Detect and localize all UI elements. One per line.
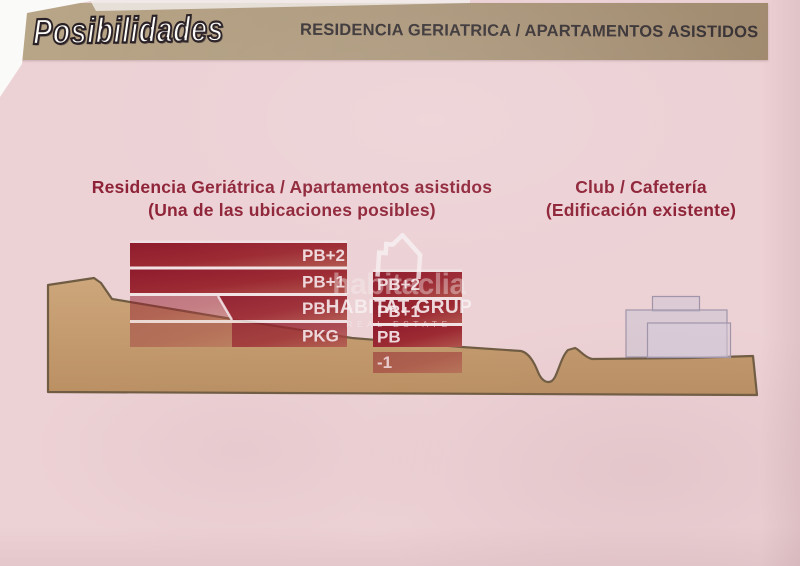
level-label: -1 — [377, 353, 392, 372]
club-building-inner — [646, 322, 732, 359]
watermark-agency-name: HABITAT GRUP — [325, 297, 473, 318]
level-label: PB — [377, 328, 401, 347]
building-residence: PB+2 PB+1 PB PKG — [130, 240, 347, 347]
terrain-profile — [46, 276, 759, 397]
level-bar-b2-minus1 — [373, 352, 462, 373]
level-bar-b2-pb2 — [373, 272, 462, 297]
level-separator — [130, 320, 347, 323]
banner-subtitle: RESIDENCIA GERIATRICA / APARTAMENTOS ASI… — [299, 20, 759, 42]
level-label: PKG — [302, 327, 339, 346]
level-separator — [130, 293, 347, 296]
level-separator — [130, 240, 347, 243]
club-building — [625, 295, 732, 359]
level-label: PB — [302, 299, 326, 318]
club-heading: Club / Cafetería (Edificación existente) — [528, 176, 754, 222]
page-title: Posibilidades — [32, 6, 225, 52]
level-bar-pkg-buried — [130, 323, 232, 347]
club-heading-title: Club / Cafetería — [575, 177, 707, 197]
level-bar-b2-pb1 — [373, 300, 462, 323]
building-residence-alt: PB+2 PB+1 PB -1 — [373, 269, 462, 373]
level-bar-pb — [218, 296, 347, 320]
level-separator — [373, 297, 462, 300]
residence-heading-title: Residencia Geriátrica / Apartamentos asi… — [91, 177, 493, 197]
level-label: PB+1 — [302, 273, 345, 292]
residence-heading-note: (Una de las ubicaciones posibles) — [148, 200, 436, 220]
residence-heading: Residencia Geriátrica / Apartamentos asi… — [88, 176, 496, 222]
level-bar-pb1 — [130, 269, 347, 293]
level-separator — [373, 323, 462, 326]
club-heading-note: (Edificación existente) — [545, 200, 737, 220]
house-icon — [375, 233, 423, 279]
level-separator — [373, 269, 462, 272]
level-bar-b2-pb — [373, 326, 462, 347]
watermark-tagline: REAL ESTATE — [346, 319, 452, 329]
club-building-main — [625, 309, 728, 358]
watermark-portal-name: habitaclia — [332, 268, 466, 301]
level-bar-pb-buried — [130, 296, 232, 320]
title-banner: Posibilidades RESIDENCIA GERIATRICA / AP… — [20, 3, 768, 60]
terrain-cut-line — [216, 295, 234, 321]
level-bar-pkg — [232, 323, 347, 347]
level-bar-pb2 — [130, 243, 347, 267]
club-building-top — [651, 295, 701, 312]
watermark: habitaclia HABITAT GRUP REAL ESTATE — [296, 233, 502, 329]
level-label: PB+2 — [377, 275, 420, 294]
level-label: PB+2 — [302, 246, 345, 265]
level-separator — [130, 266, 347, 270]
level-label: PB+1 — [377, 302, 420, 321]
